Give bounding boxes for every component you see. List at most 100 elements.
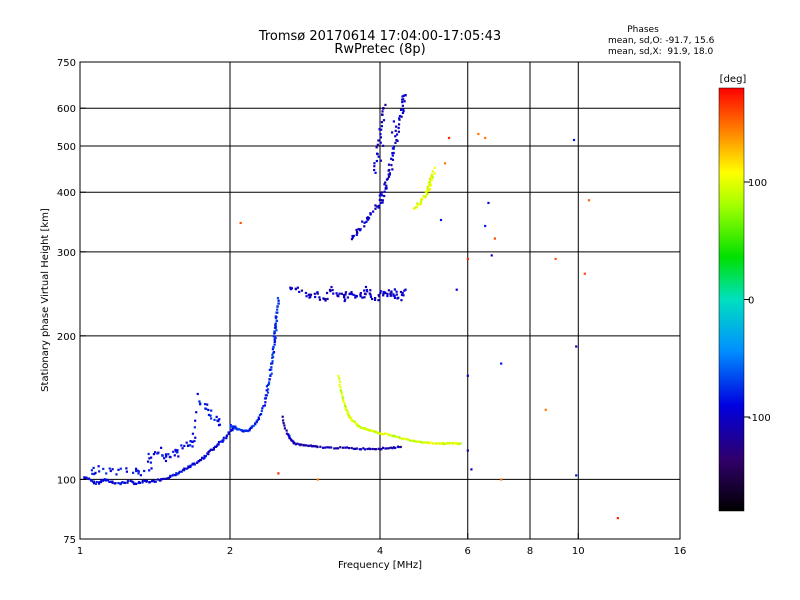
echo-point xyxy=(466,374,469,377)
echo-point xyxy=(106,478,109,482)
echo-point xyxy=(391,158,395,161)
echo-point xyxy=(153,451,157,454)
echo-point xyxy=(380,113,384,116)
echo-point xyxy=(294,287,297,290)
echo-point xyxy=(160,478,164,481)
echo-point xyxy=(443,442,447,446)
echo-point xyxy=(344,298,347,301)
echo-point xyxy=(342,296,346,299)
echo-point xyxy=(150,456,153,459)
echo-point xyxy=(402,98,405,101)
echo-point xyxy=(267,381,271,384)
echo-point xyxy=(344,407,347,410)
echo-point xyxy=(294,443,297,446)
echo-point xyxy=(379,192,382,195)
echo-point xyxy=(273,326,277,329)
echo-point xyxy=(105,472,108,475)
echo-point xyxy=(274,325,278,328)
echo-point xyxy=(293,441,296,445)
echo-point xyxy=(277,299,280,302)
echo-point xyxy=(260,409,263,413)
echo-point xyxy=(331,288,334,292)
echo-point xyxy=(316,291,319,294)
echo-point xyxy=(93,472,96,476)
echo-point xyxy=(391,447,394,450)
echo-point xyxy=(114,482,117,485)
echo-point xyxy=(384,187,387,190)
echo-point xyxy=(379,289,382,293)
echo-point xyxy=(411,439,414,442)
echo-point xyxy=(350,417,353,420)
echo-point xyxy=(327,446,331,449)
echo-point xyxy=(214,445,217,448)
echo-point xyxy=(386,432,389,435)
echo-point xyxy=(273,338,276,341)
echo-point xyxy=(277,472,280,475)
echo-point xyxy=(426,189,430,192)
echo-point xyxy=(274,315,277,318)
echo-point xyxy=(131,471,135,474)
echo-point xyxy=(373,162,376,165)
echo-point xyxy=(163,457,166,460)
echo-point xyxy=(273,330,276,333)
echo-point xyxy=(338,377,341,380)
echo-point xyxy=(275,329,278,332)
echo-point xyxy=(147,452,150,456)
echo-point xyxy=(340,292,343,295)
echo-point xyxy=(386,292,389,296)
phase-stats-x: mean, sd,X: 91.9, 18.0 xyxy=(608,47,714,57)
echo-point xyxy=(366,216,370,219)
echo-point xyxy=(236,428,239,431)
echo-point xyxy=(212,448,216,451)
echo-point xyxy=(105,478,108,481)
echo-point xyxy=(111,481,114,484)
echo-point xyxy=(440,442,443,445)
echo-point xyxy=(225,434,229,437)
echo-point xyxy=(365,288,368,292)
echo-point xyxy=(211,448,214,451)
echo-point xyxy=(439,218,443,222)
echo-point xyxy=(378,295,381,298)
echo-point xyxy=(390,131,394,134)
echo-point xyxy=(219,440,222,443)
echo-point xyxy=(296,442,299,445)
echo-point xyxy=(587,199,591,202)
echo-point xyxy=(355,422,359,426)
echo-point xyxy=(392,446,395,449)
echo-point xyxy=(453,442,456,445)
echo-point xyxy=(330,446,333,449)
echo-point xyxy=(419,440,422,444)
echo-point xyxy=(143,469,146,473)
gridlines xyxy=(80,62,680,539)
echo-point xyxy=(248,428,251,431)
echo-point xyxy=(429,441,432,444)
echo-point xyxy=(336,294,340,297)
echo-point xyxy=(139,474,142,477)
echo-point xyxy=(616,517,619,520)
x-tick-label: 2 xyxy=(227,546,233,557)
echo-point xyxy=(575,474,578,477)
echo-point xyxy=(381,446,385,449)
echo-point xyxy=(275,319,278,323)
echo-point xyxy=(374,207,377,210)
echo-point xyxy=(362,447,365,450)
echo-point xyxy=(477,132,480,136)
echo-point xyxy=(369,295,373,298)
echo-point xyxy=(370,297,374,301)
echo-point xyxy=(152,479,155,482)
echo-point xyxy=(398,118,401,121)
echo-point xyxy=(159,479,162,482)
echo-point xyxy=(459,442,462,445)
echo-point xyxy=(448,442,451,445)
echo-point xyxy=(377,294,380,297)
echo-point xyxy=(148,457,151,460)
echo-point xyxy=(385,178,389,181)
echo-point xyxy=(376,152,379,155)
echo-point xyxy=(319,445,322,448)
echo-point xyxy=(414,206,417,209)
echo-point xyxy=(92,466,95,470)
echo-point xyxy=(126,481,129,484)
echo-point xyxy=(298,290,301,294)
colorbar-tick-label: 100 xyxy=(748,178,767,189)
echo-point xyxy=(203,456,206,459)
